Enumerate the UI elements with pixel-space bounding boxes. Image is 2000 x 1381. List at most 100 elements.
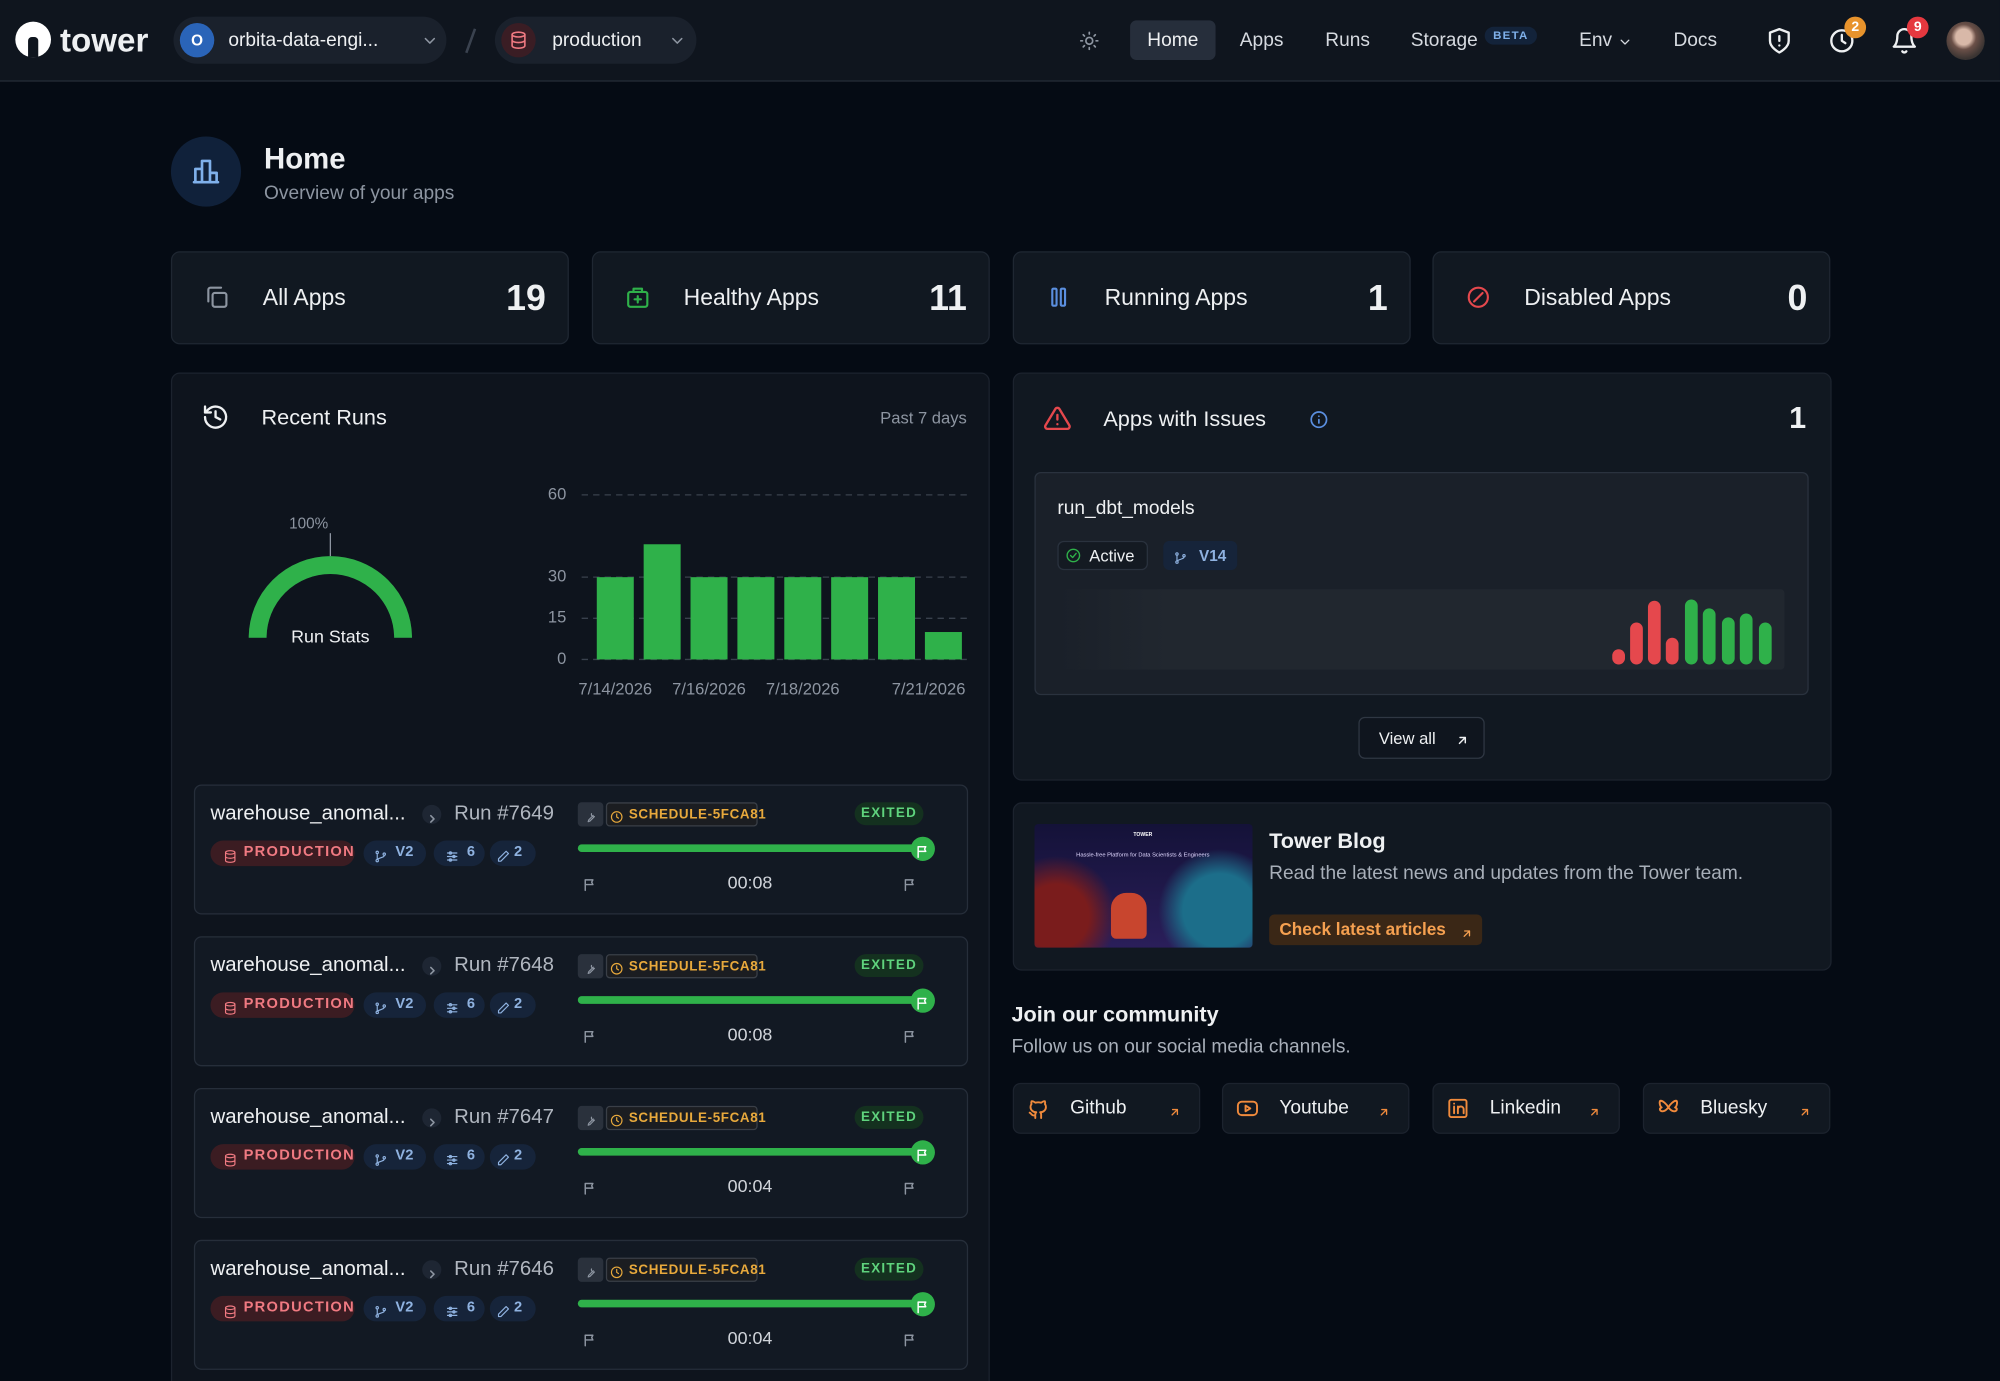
run-chevron-bg (422, 956, 442, 976)
icon-shape (424, 37, 436, 44)
icon-shape (904, 1182, 914, 1195)
icon-shape (497, 850, 510, 862)
stat-value: 1 (1367, 278, 1388, 318)
blog-image-caption: Hassle-free Platform for Data Scientists… (1076, 851, 1210, 858)
issue-app-name: run_dbt_models (1057, 497, 1195, 520)
bar (690, 577, 728, 660)
version-pill (363, 992, 427, 1018)
nav-link[interactable]: Docs (1673, 29, 1718, 52)
user-avatar[interactable] (1946, 21, 1985, 60)
icon-shape (1069, 552, 1077, 559)
version-pill (363, 1295, 427, 1322)
nav-link[interactable]: Storage (1410, 29, 1478, 52)
icon-shape (587, 1116, 596, 1126)
theme-toggle (1079, 31, 1099, 51)
recent-runs-title: Recent Runs (261, 405, 387, 430)
icon-shape (1236, 1100, 1258, 1117)
icon-shape (448, 1161, 453, 1165)
blog-button-arrow (1460, 923, 1473, 937)
icon-shape (511, 33, 526, 49)
icon-shape (627, 287, 649, 308)
start-flag (583, 1330, 597, 1346)
schedule-icon (1828, 27, 1856, 55)
nav-link[interactable]: Env (1579, 29, 1613, 52)
blog-button[interactable] (1269, 914, 1483, 946)
issues-count: 1 (1789, 401, 1807, 436)
icon-shape (375, 1153, 387, 1166)
run-end-marker (910, 988, 935, 1013)
icon-shape (497, 850, 510, 862)
trigger-icon (583, 1263, 597, 1278)
x-tick-label: 7/14/2026 (578, 679, 652, 698)
icon-shape (497, 1305, 510, 1317)
icon-shape (587, 964, 596, 975)
social-link[interactable] (1012, 1082, 1201, 1134)
issue-run-bar (1758, 622, 1772, 665)
social-link[interactable] (1221, 1082, 1410, 1134)
trigger-box (577, 802, 604, 827)
social-arrow (1378, 1101, 1391, 1115)
run-end-marker (910, 1292, 935, 1317)
run-environment: PRODUCTION (243, 844, 355, 860)
icon-shape (1801, 1108, 1809, 1115)
icon-shape (511, 31, 526, 49)
stat-label: Healthy Apps (683, 284, 819, 311)
status-pill (854, 1257, 924, 1281)
org-chevron (421, 32, 439, 50)
social-icon (1027, 1097, 1050, 1120)
run-parameters: 6 (466, 1299, 476, 1316)
stat-card[interactable] (170, 251, 569, 345)
icon-shape (446, 850, 458, 862)
gauge-title: Run Stats (291, 626, 369, 646)
nav-link[interactable]: Runs (1325, 29, 1370, 52)
stat-card[interactable] (1432, 251, 1831, 345)
x-tick-label: 7/21/2026 (892, 679, 966, 698)
icon-shape (1236, 1100, 1258, 1117)
run-parameters: 6 (466, 1148, 476, 1164)
schedule-pill (605, 1257, 758, 1282)
icon-shape (1448, 1098, 1468, 1118)
nav-home-active[interactable] (1130, 20, 1216, 60)
icon-shape (375, 1305, 387, 1318)
issue-state-icon (1065, 547, 1082, 564)
stat-card[interactable] (1012, 251, 1411, 345)
params-pill (433, 992, 485, 1018)
stat-value: 0 (1787, 278, 1808, 318)
social-icon (1657, 1097, 1680, 1120)
nav-link[interactable]: Apps (1239, 29, 1284, 52)
run-progress (577, 996, 923, 1004)
run-duration: 00:04 (727, 1175, 773, 1196)
org-name: orbita-data-engi... (228, 29, 379, 52)
header-icon (190, 156, 222, 188)
run-chevron (425, 1263, 438, 1278)
gauge-arc (248, 556, 412, 638)
env-menu-chevron (1617, 33, 1632, 48)
icon-shape (511, 31, 526, 38)
run-schedule: SCHEDULE-5FCA81 (628, 1110, 767, 1126)
beta-badge: BETA (1493, 28, 1529, 42)
issues-icon (1043, 404, 1071, 432)
icon-shape (1620, 39, 1630, 45)
icon-shape (1310, 411, 1328, 429)
run-duration: 00:08 (727, 1023, 773, 1045)
icon-shape (584, 1182, 594, 1195)
secrets-icon (496, 998, 510, 1013)
icon-shape (497, 1001, 510, 1013)
stat-card[interactable] (591, 251, 990, 345)
end-flag (903, 874, 917, 891)
bar (596, 577, 634, 660)
icon-shape (1467, 286, 1489, 308)
issue-run-bar (1684, 599, 1698, 665)
nav-link[interactable]: Home (1147, 29, 1199, 52)
icon-shape (224, 1002, 236, 1015)
trigger-box (577, 1105, 604, 1131)
social-label: Linkedin (1489, 1096, 1562, 1119)
icon-shape (424, 37, 436, 44)
icon-shape (448, 1154, 453, 1158)
bar (737, 577, 775, 660)
social-link[interactable] (1642, 1082, 1831, 1134)
status-pill (854, 1105, 924, 1129)
org-switcher[interactable] (173, 16, 447, 64)
blog-image-brand: TOWER (1133, 831, 1153, 838)
issue-version: V14 (1198, 546, 1227, 565)
